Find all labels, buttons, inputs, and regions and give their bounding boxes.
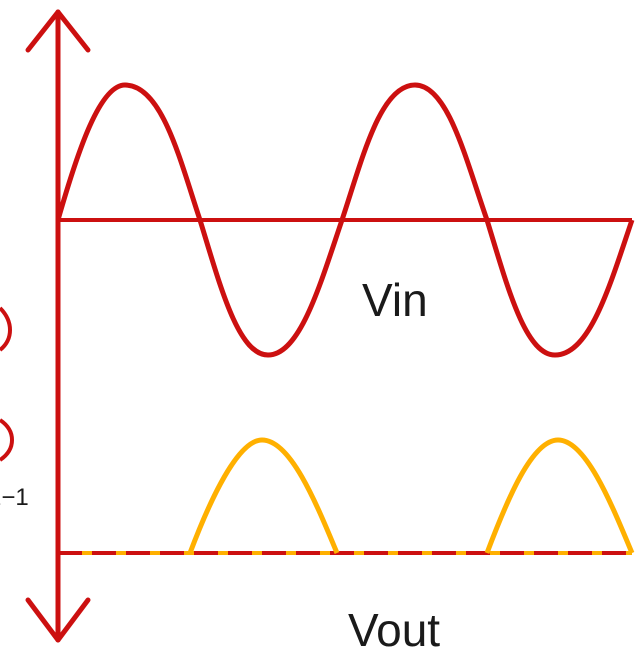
arrow-up-icon	[25, 9, 91, 53]
vout-pulse-2	[484, 437, 635, 554]
edge-fragment-label: 2−1	[0, 484, 29, 511]
vin-sine-wave	[55, 82, 635, 358]
left-edge-shape-upper	[0, 306, 13, 352]
left-edge-shape-lower	[0, 418, 15, 462]
vout-label: Vout	[348, 604, 440, 652]
vin-label: Vin	[362, 274, 428, 326]
arrow-down-icon	[25, 597, 91, 643]
vout-pulse-1	[187, 437, 340, 554]
